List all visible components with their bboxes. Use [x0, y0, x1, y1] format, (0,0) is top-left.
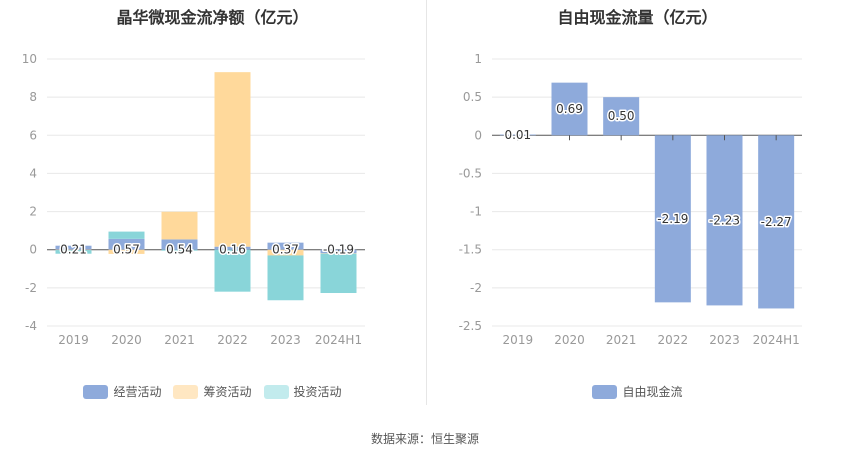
y-tick-label: -4: [25, 319, 37, 333]
x-tick-label: 2020: [111, 333, 142, 347]
legend-label: 经营活动: [113, 385, 162, 399]
bar: [108, 231, 145, 239]
panel-divider: [426, 0, 427, 405]
bar: [161, 239, 198, 250]
x-tick-label: 2020: [554, 333, 585, 347]
data-label: 0.50: [608, 109, 635, 123]
legend-swatch: [83, 384, 109, 399]
x-tick-label: 2023: [709, 333, 740, 347]
y-tick-label: -2: [470, 281, 482, 295]
data-label: -0.19: [323, 243, 354, 257]
y-tick-label: -2.5: [459, 319, 482, 333]
y-tick-label: -2: [25, 281, 37, 295]
data-label: 0.37: [272, 243, 299, 257]
cashflow-chart-panel: 晶华微现金流净额（亿元） -4 -2 0 2 4 6 8 10 2019 0.21 2020 0.57…: [0, 0, 425, 420]
x-tick-label: 2019: [58, 333, 89, 347]
bar: [320, 253, 357, 294]
bar: [161, 211, 198, 240]
y-tick-label: 10: [22, 52, 37, 66]
x-tick-label: 2021: [164, 333, 195, 347]
bar: [706, 135, 743, 306]
bar: [654, 135, 691, 303]
x-tick-label: 2024H1: [753, 333, 800, 347]
y-tick-label: -0.5: [459, 166, 482, 180]
chart-legend: 经营活动 筹资活动 投资活动: [0, 383, 425, 400]
bar: [108, 238, 145, 250]
x-tick-label: 2021: [606, 333, 637, 347]
legend-item-fcf[interactable]: 自由现金流: [592, 383, 683, 400]
fcf-chart-panel: 自由现金流量（亿元） -2.5 -2 -1.5 -1 -0.5 0 0.5 1 2019 0.01…: [425, 0, 850, 420]
chart-title: 自由现金流量（亿元）: [557, 8, 718, 27]
data-label: 0.21: [60, 243, 87, 257]
bar: [214, 249, 251, 292]
data-label: -2.19: [657, 212, 688, 226]
bar: [499, 134, 536, 136]
y-tick-label: 0.5: [463, 90, 482, 104]
y-tick-label: 1: [474, 52, 482, 66]
y-tick-label: 4: [29, 166, 37, 180]
y-tick-label: 0: [29, 243, 37, 257]
y-tick-label: 6: [29, 128, 37, 142]
x-tick-label: 2022: [217, 333, 248, 347]
bar: [55, 245, 92, 250]
data-label: -2.23: [709, 213, 740, 227]
y-tick-label: -1.5: [459, 243, 482, 257]
legend-item-investing[interactable]: 投资活动: [263, 383, 342, 400]
data-source: 数据来源：恒生聚源: [370, 432, 479, 446]
data-label: 0.69: [556, 102, 583, 116]
data-label: 0.01: [504, 128, 531, 142]
x-tick-label: 2024H1: [315, 333, 362, 347]
cashflow-chart-svg: -4 -2 0 2 4 6 8 10 2019 0.21 2020 0.57 2021 0.54 2022 0…: [22, 52, 365, 347]
y-tick-label: 2: [29, 205, 37, 219]
y-tick-label: 8: [29, 90, 37, 104]
bar: [758, 135, 795, 309]
bar: [551, 82, 588, 136]
y-tick-label: 0: [474, 128, 482, 142]
bar: [603, 97, 640, 136]
chart-legend: 自由现金流: [425, 383, 850, 400]
legend-item-financing[interactable]: 筹资活动: [173, 383, 252, 400]
legend-label: 自由现金流: [622, 385, 683, 399]
bar: [214, 72, 251, 247]
legend-label: 投资活动: [293, 385, 342, 399]
legend-swatch: [592, 384, 618, 399]
bar: [267, 255, 304, 301]
legend-swatch: [173, 384, 199, 399]
y-tick-label: -1: [470, 205, 482, 219]
legend-item-operating[interactable]: 经营活动: [83, 383, 161, 400]
legend-label: 筹资活动: [203, 385, 252, 399]
chart-title: 晶华微现金流净额（亿元）: [116, 8, 309, 27]
fcf-chart-svg: -2.5 -2 -1.5 -1 -0.5 0 0.5 1 2019 0.01 2020 0.69 202…: [459, 52, 802, 347]
x-tick-label: 2019: [503, 333, 534, 347]
bar: [214, 246, 251, 250]
data-label: -2.27: [761, 215, 792, 229]
x-tick-label: 2023: [270, 333, 301, 347]
data-label: 0.16: [219, 243, 246, 257]
bar: [267, 242, 304, 250]
data-label: 0.57: [113, 243, 140, 257]
legend-swatch: [263, 384, 289, 399]
data-label: 0.54: [166, 243, 193, 257]
x-tick-label: 2022: [658, 333, 689, 347]
